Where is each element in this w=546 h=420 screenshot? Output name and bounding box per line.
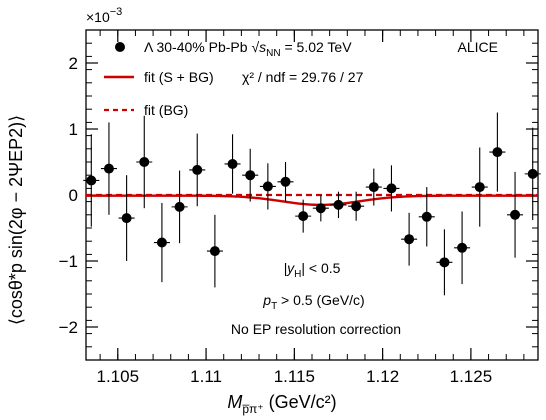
x-tick-label: 1.115	[274, 367, 315, 386]
data-point	[156, 237, 167, 248]
data-point	[262, 181, 273, 192]
fit-lines-group	[86, 193, 538, 207]
data-point	[527, 168, 538, 179]
data-point	[351, 201, 362, 212]
data-point	[315, 203, 326, 214]
data-point	[298, 211, 309, 222]
legend-label-fit-sbg: fit (S + BG)	[144, 69, 214, 85]
data-point	[421, 211, 432, 222]
y-tick-label: 0	[69, 186, 78, 205]
data-point	[386, 183, 397, 194]
x-tick-label: 1.125	[450, 367, 493, 386]
data-point	[280, 176, 291, 187]
data-point	[368, 182, 379, 193]
data-point	[86, 175, 97, 186]
annotations: |yH| < 0.5 pT > 0.5 (GeV/c) No EP resolu…	[231, 260, 401, 337]
x-tick-label: 1.12	[366, 367, 399, 386]
y-exponent-label: ×10−3	[86, 6, 122, 25]
legend-label-data: Λ 30-40% Pb-Pb √sNN = 5.02 TeV	[144, 39, 352, 59]
data-point	[457, 242, 468, 253]
legend-label-fit-bg: fit (BG)	[144, 102, 188, 118]
y-tick-label: 2	[69, 54, 78, 73]
y-tick-label: −1	[59, 252, 78, 271]
experiment-label: ALICE	[458, 39, 498, 55]
annotation-pt: pT > 0.5 (GeV/c)	[262, 292, 364, 312]
annotation-ep-resolution: No EP resolution correction	[231, 321, 401, 337]
data-point	[439, 257, 450, 268]
data-point	[492, 147, 503, 158]
annotation-rapidity: |yH| < 0.5	[284, 260, 341, 280]
x-tick-label: 1.105	[97, 367, 140, 386]
data-point	[209, 246, 220, 257]
data-point	[245, 170, 256, 181]
y-tick-label: −2	[59, 318, 78, 337]
data-point	[103, 163, 114, 174]
y-axis-title: ⟨cosθ*p sin(2φ − 2ΨEP2)⟩	[6, 115, 26, 325]
data-point	[121, 213, 132, 224]
data-point	[333, 199, 344, 210]
axis-ticks-group: 1.105 1.11 1.115 1.12 1.125 −2 −1 0 1 2	[59, 29, 538, 386]
legend-marker-data	[115, 42, 125, 52]
x-axis-title: Mp̅π⁺ (GeV/c²)	[227, 392, 336, 416]
data-point	[404, 234, 415, 245]
legend: Λ 30-40% Pb-Pb √sNN = 5.02 TeV fit (S + …	[104, 39, 364, 118]
data-point	[510, 209, 521, 220]
x-tick-label: 1.11	[190, 367, 222, 386]
data-point	[174, 201, 185, 212]
data-point	[192, 164, 203, 175]
legend-label-chi2: χ² / ndf = 29.76 / 27	[242, 69, 364, 85]
data-point	[139, 157, 150, 167]
data-point	[474, 182, 485, 193]
y-tick-label: 1	[69, 120, 78, 139]
fit-sbg-curve	[86, 194, 538, 207]
data-point	[227, 158, 238, 169]
data-points-group	[83, 112, 541, 296]
